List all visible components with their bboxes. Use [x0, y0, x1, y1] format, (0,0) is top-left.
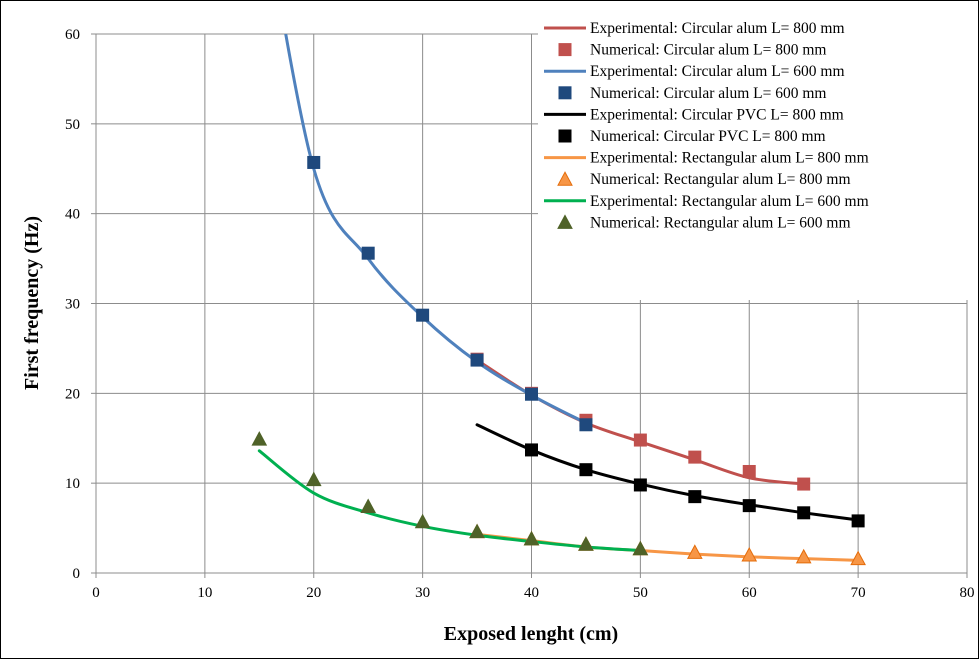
- series-7-point-6: [795, 548, 812, 564]
- series-1-point-5: [742, 464, 756, 478]
- series-line-2: [284, 34, 588, 425]
- series-3-point-0: [307, 155, 321, 169]
- x-tick-label-3: 30: [415, 585, 430, 601]
- y-tick-label-2: 20: [65, 386, 80, 402]
- x-tick-label-6: 60: [742, 585, 757, 601]
- series-9-point-1: [305, 471, 322, 487]
- series-1-point-4: [688, 450, 702, 464]
- series-5-point-2: [633, 478, 647, 492]
- legend-label-1: Numerical: Circular alum L= 800 mm: [590, 42, 826, 59]
- series-5-point-1: [579, 463, 593, 477]
- legend-swatch-7: [557, 171, 573, 186]
- y-tick-label-0: 0: [73, 566, 81, 582]
- markers: [251, 155, 866, 566]
- x-tick-label-0: 0: [92, 585, 100, 601]
- x-tick-label-1: 10: [197, 585, 212, 601]
- series-3-point-4: [525, 387, 538, 401]
- legend-label-8: Experimental: Rectangular alum L= 600 mm: [590, 193, 869, 210]
- x-tick-label-4: 40: [524, 585, 539, 601]
- y-tick-label-3: 30: [65, 297, 80, 313]
- legend-label-4: Experimental: Circular PVC L= 800 mm: [590, 106, 844, 123]
- y-tick-label-4: 40: [65, 207, 80, 223]
- legend-label-7: Numerical: Rectangular alum L= 800 mm: [590, 171, 851, 188]
- y-axis-title: First frequency (Hz): [21, 216, 43, 390]
- x-tick-label-7: 70: [851, 585, 866, 601]
- legend-swatch-3: [558, 86, 572, 100]
- series-7-point-7: [850, 550, 866, 566]
- series-5-point-6: [851, 514, 865, 528]
- series-9-point-0: [251, 431, 268, 446]
- x-axis-title: Exposed lenght (cm): [444, 623, 618, 645]
- y-tick-label-5: 50: [65, 117, 80, 133]
- y-tick-label-1: 10: [65, 476, 80, 492]
- series-9-point-3: [414, 513, 431, 529]
- legend-label-6: Experimental: Rectangular alum L= 800 mm: [590, 150, 869, 167]
- series-3-point-2: [416, 308, 430, 322]
- series-1-point-3: [633, 433, 647, 447]
- legend-swatch-5: [558, 129, 572, 143]
- series-7-point-5: [741, 546, 758, 562]
- legend-label-5: Numerical: Circular PVC L= 800 mm: [590, 128, 826, 145]
- x-tick-label-8: 80: [960, 585, 975, 601]
- series-5-point-0: [525, 443, 538, 457]
- series-5-point-3: [688, 490, 702, 504]
- series-3-point-3: [470, 353, 484, 367]
- series-7-point-4: [686, 544, 703, 559]
- legend-label-9: Numerical: Rectangular alum L= 600 mm: [590, 214, 851, 231]
- series-9-point-4: [469, 523, 485, 539]
- series-9-point-6: [578, 536, 594, 551]
- series-line-8: [257, 449, 642, 553]
- legend: Experimental: Circular alum L= 800 mm Num…: [538, 15, 976, 300]
- series-9-point-2: [360, 498, 377, 514]
- series-3-point-1: [361, 246, 375, 260]
- x-tick-label-2: 20: [306, 585, 321, 601]
- series-9-point-5: [523, 530, 540, 546]
- y-tick-label-6: 60: [65, 27, 80, 43]
- series-9-point-7: [632, 540, 649, 556]
- series-5-point-5: [797, 506, 811, 520]
- series-1-point-6: [797, 477, 811, 491]
- series-3-point-5: [579, 418, 593, 432]
- legend-swatch-9: [557, 214, 573, 229]
- x-tick-label-5: 50: [633, 585, 648, 601]
- legend-label-2: Experimental: Circular alum L= 600 mm: [590, 63, 845, 80]
- series-5-point-4: [742, 499, 756, 513]
- legend-label-3: Numerical: Circular alum L= 600 mm: [590, 85, 826, 102]
- axes: 0 10 20 30 40 50 60 70 80 0 10 20 30 40 50 60: [65, 27, 975, 601]
- legend-label-0: Experimental: Circular alum L= 800 mm: [590, 20, 845, 37]
- legend-background: [538, 15, 976, 300]
- legend-swatch-1: [558, 43, 572, 57]
